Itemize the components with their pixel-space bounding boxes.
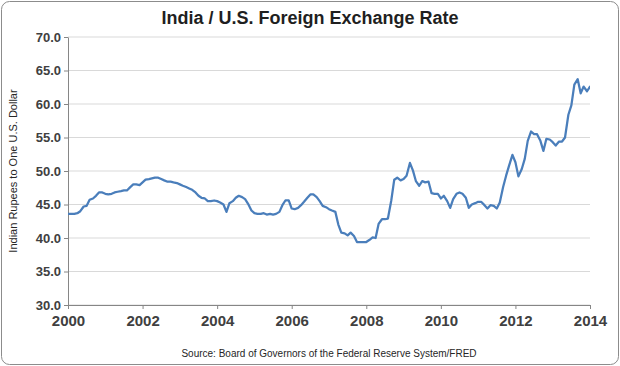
grid-line bbox=[68, 171, 590, 172]
y-tick: 35.0 bbox=[36, 264, 68, 279]
y-tick-label: 55.0 bbox=[36, 130, 61, 145]
x-tick-label: 2006 bbox=[276, 312, 309, 329]
y-tick-label: 65.0 bbox=[36, 63, 61, 78]
x-tick-mark bbox=[143, 305, 144, 309]
x-tick-mark bbox=[515, 305, 516, 309]
y-tick-mark bbox=[64, 37, 68, 38]
grid-line bbox=[68, 271, 590, 272]
y-axis-title: Indian Rupees to One U.S. Dollar bbox=[7, 89, 19, 253]
y-tick: 55.0 bbox=[36, 130, 68, 145]
y-tick-mark bbox=[64, 71, 68, 72]
y-tick-label: 45.0 bbox=[36, 197, 61, 212]
x-tick-mark bbox=[217, 305, 218, 309]
y-tick: 50.0 bbox=[36, 164, 68, 179]
x-axis-line bbox=[69, 305, 591, 306]
grid-line bbox=[68, 104, 590, 105]
y-tick: 60.0 bbox=[36, 97, 68, 112]
y-tick-label: 70.0 bbox=[36, 30, 61, 45]
grid-line bbox=[68, 238, 590, 239]
y-tick-label: 60.0 bbox=[36, 97, 61, 112]
y-axis-line bbox=[68, 38, 69, 306]
y-tick-label: 40.0 bbox=[36, 231, 61, 246]
x-tick: 2008 bbox=[350, 305, 383, 329]
grid-line bbox=[68, 305, 590, 306]
grid bbox=[68, 37, 590, 305]
x-tick-mark bbox=[292, 305, 293, 309]
grid-line bbox=[68, 70, 590, 71]
y-tick: 45.0 bbox=[36, 197, 68, 212]
y-tick-label: 30.0 bbox=[36, 298, 61, 313]
x-tick-mark bbox=[441, 305, 442, 309]
x-tick: 2006 bbox=[276, 305, 309, 329]
y-tick-mark bbox=[64, 272, 68, 273]
y-axis: 30.0 35.0 40.0 45.0 50.0 55.0 60.0 65.0 70.0 bbox=[36, 30, 69, 313]
chart-svg: 30.0 35.0 40.0 45.0 50.0 55.0 60.0 65.0 70.0 2000… bbox=[0, 0, 620, 366]
y-tick-label: 50.0 bbox=[36, 164, 61, 179]
y-tick: 30.0 bbox=[36, 298, 68, 313]
x-tick: 2000 bbox=[52, 305, 85, 329]
chart-title: India / U.S. Foreign Exchange Rate bbox=[161, 8, 458, 28]
y-tick-mark bbox=[64, 138, 68, 139]
x-tick: 2012 bbox=[499, 305, 532, 329]
x-tick-mark bbox=[68, 305, 69, 309]
chart-border bbox=[2, 2, 619, 365]
x-tick: 2002 bbox=[126, 305, 159, 329]
x-tick-mark bbox=[590, 305, 591, 309]
grid-line bbox=[68, 37, 590, 38]
y-tick-mark bbox=[64, 305, 68, 306]
plot-area bbox=[68, 79, 590, 242]
chart-container: 30.0 35.0 40.0 45.0 50.0 55.0 60.0 65.0 70.0 2000… bbox=[0, 0, 620, 366]
y-tick-mark bbox=[64, 205, 68, 206]
grid-line bbox=[68, 204, 590, 205]
x-tick-label: 2012 bbox=[499, 312, 532, 329]
y-tick-mark bbox=[64, 238, 68, 239]
x-tick: 2004 bbox=[201, 305, 235, 329]
x-tick-label: 2010 bbox=[425, 312, 458, 329]
x-tick-mark bbox=[366, 305, 367, 309]
y-tick: 40.0 bbox=[36, 231, 68, 246]
source-note: Source: Board of Governors of the Federa… bbox=[181, 348, 476, 359]
y-tick-label: 35.0 bbox=[36, 264, 61, 279]
exchange-rate-line bbox=[68, 79, 590, 242]
y-tick: 65.0 bbox=[36, 63, 68, 78]
x-axis: 2000 2002 2004 2006 2008 2010 2012 2014 bbox=[52, 305, 608, 329]
x-tick-label: 2008 bbox=[350, 312, 383, 329]
x-tick: 2014 bbox=[574, 305, 608, 329]
y-tick-mark bbox=[64, 171, 68, 172]
y-tick: 70.0 bbox=[36, 30, 68, 45]
x-tick-label: 2004 bbox=[201, 312, 235, 329]
x-tick: 2010 bbox=[425, 305, 458, 329]
x-tick-label: 2000 bbox=[52, 312, 85, 329]
x-tick-label: 2014 bbox=[574, 312, 608, 329]
x-tick-label: 2002 bbox=[126, 312, 159, 329]
grid-line bbox=[68, 137, 590, 138]
y-tick-mark bbox=[64, 104, 68, 105]
